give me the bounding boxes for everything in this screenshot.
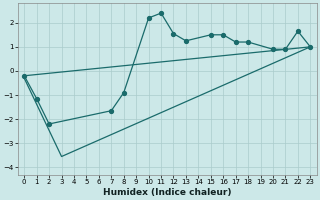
X-axis label: Humidex (Indice chaleur): Humidex (Indice chaleur) xyxy=(103,188,232,197)
